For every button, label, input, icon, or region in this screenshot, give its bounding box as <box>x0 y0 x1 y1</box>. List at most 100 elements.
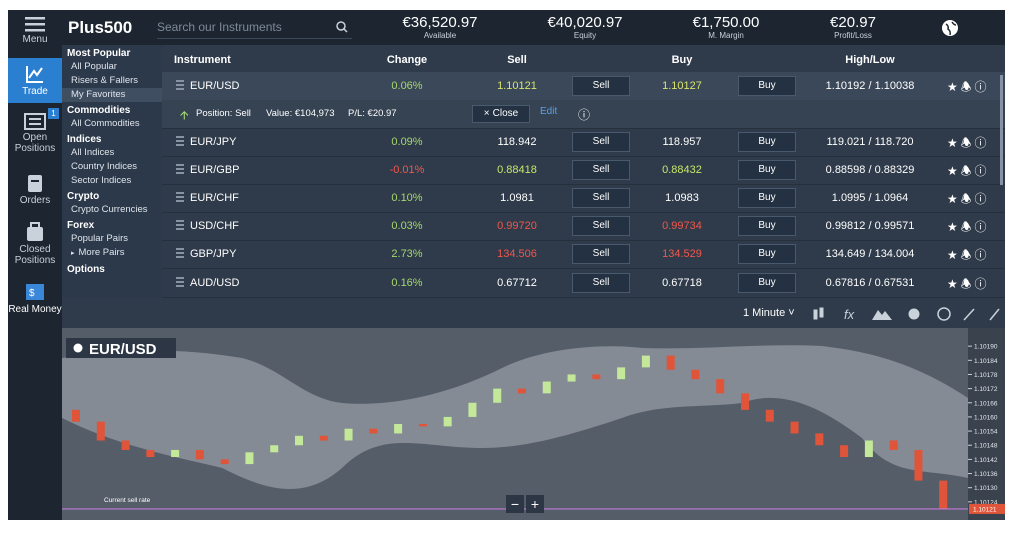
drag-handle <box>176 136 184 147</box>
open-positions-button[interactable]: Open Positions 1 <box>8 108 62 154</box>
instrument-row[interactable]: AUD/USD 0.16% 0.67712 Sell 0.67718 Buy 0.67816… <box>162 269 1005 298</box>
sell-button[interactable]: Sell <box>572 188 630 208</box>
menu-item[interactable]: My Favorites <box>62 88 162 102</box>
indicator-tool[interactable]: fx <box>844 307 855 322</box>
buy-button[interactable]: Buy <box>738 216 796 236</box>
row-actions[interactable]: ★🕭ⓘ <box>947 80 990 94</box>
menu-item[interactable]: All Commodities <box>62 117 162 131</box>
instrument-name: GBP/JPY <box>190 248 237 260</box>
menu-icon <box>25 17 45 32</box>
crosshair-tool[interactable] <box>937 307 951 321</box>
menu-item[interactable]: All Indices <box>62 146 162 160</box>
instrument-row[interactable]: EUR/GBP -0.01% 0.88418 Sell 0.88432 Buy 0.8859… <box>162 156 1005 185</box>
buy-price: 118.957 <box>662 136 702 148</box>
high-low: 0.88598 / 0.88329 <box>825 164 915 176</box>
draw-tool[interactable] <box>963 308 975 321</box>
y-tick-label: 1.10160 <box>974 414 998 421</box>
real-money-button[interactable]: $ Real Money <box>8 282 66 315</box>
sell-button[interactable]: Sell <box>572 132 630 152</box>
instrument-row[interactable]: EUR/CHF 0.10% 1.0981 Sell 1.0983 Buy 1.0995 / … <box>162 184 1005 213</box>
area-tool[interactable] <box>872 310 892 320</box>
y-tick-label: 1.10178 <box>974 372 998 379</box>
menu-item[interactable]: Crypto Currencies <box>62 203 162 217</box>
zoom-out-button[interactable] <box>506 495 524 513</box>
menu-item[interactable]: ▸ More Pairs <box>62 246 162 261</box>
instrument-name: EUR/GBP <box>190 164 240 176</box>
candle <box>790 421 799 434</box>
menu-item-label: Sector Indices <box>71 175 132 186</box>
sell-button[interactable]: Sell <box>572 273 630 293</box>
position-pl: P/L: €20.97 <box>348 108 397 119</box>
candle <box>765 409 774 422</box>
menu-button[interactable]: Menu <box>8 16 62 45</box>
candle <box>319 435 328 441</box>
row-actions[interactable]: ★🕭ⓘ <box>947 277 990 291</box>
buy-button[interactable]: Buy <box>738 273 796 293</box>
drag-handle <box>176 277 184 288</box>
buy-button[interactable]: Buy <box>738 132 796 152</box>
candle <box>245 452 254 465</box>
instrument-row[interactable]: GBP/JPY 2.73% 134.506 Sell 134.529 Buy 134.649… <box>162 240 1005 269</box>
row-actions[interactable]: ★🕭ⓘ <box>947 220 990 234</box>
buy-button[interactable]: Buy <box>738 244 796 264</box>
candle <box>617 367 626 380</box>
settings-tool[interactable] <box>908 308 920 320</box>
change: 0.06% <box>391 80 423 92</box>
chart-tools: fx <box>813 307 1000 322</box>
buy-price: 0.88432 <box>662 164 702 176</box>
trade-button[interactable]: Trade <box>8 58 62 103</box>
search-box[interactable]: Search our Instruments <box>157 16 352 39</box>
drag-handle <box>176 80 184 91</box>
row-actions[interactable]: ★🕭ⓘ <box>947 136 990 150</box>
closed-positions-button[interactable]: Closed Positions <box>8 222 62 266</box>
edit-link[interactable]: Edit <box>540 106 558 117</box>
stat-label: Equity <box>573 31 597 40</box>
candle <box>146 449 155 458</box>
title-background <box>66 338 176 358</box>
menu-section-title[interactable]: Crypto <box>67 191 100 202</box>
menu-section-title[interactable]: Forex <box>67 220 95 231</box>
buy-button[interactable]: Buy <box>738 188 796 208</box>
row-actions[interactable]: ★🕭ⓘ <box>947 248 990 262</box>
menu-item[interactable]: Sector Indices <box>62 174 162 188</box>
real-money-icon: $ <box>26 284 44 300</box>
globe-icon[interactable] <box>941 19 959 37</box>
sell-button[interactable]: Sell <box>572 244 630 264</box>
menu-section-title[interactable]: Commodities <box>67 105 131 116</box>
buy-button[interactable]: Buy <box>738 76 796 96</box>
menu-section-title[interactable]: Indices <box>67 134 102 145</box>
instrument-row[interactable]: EUR/USD 0.06% 1.10121 Sell 1.10127 Buy 1.10192… <box>162 72 1005 101</box>
sell-price: 0.88418 <box>497 164 537 176</box>
instrument-row[interactable]: EUR/JPY 0.09% 118.942 Sell 118.957 Buy 119.021… <box>162 128 1005 157</box>
band <box>62 345 968 489</box>
menu-section-title[interactable]: Options <box>67 264 105 275</box>
instrument-row[interactable]: USD/CHF 0.03% 0.99720 Sell 0.99734 Buy 0.99812… <box>162 212 1005 241</box>
menu-item[interactable]: All Popular <box>62 60 162 74</box>
row-actions[interactable]: ★🕭ⓘ <box>947 192 990 206</box>
zoom-in-button[interactable] <box>526 495 544 513</box>
zoom-in-label: + <box>531 496 539 512</box>
buy-button[interactable]: Buy <box>738 160 796 180</box>
menu-section-title[interactable]: Most Popular <box>67 48 131 59</box>
change: 2.73% <box>391 248 423 260</box>
candle <box>171 449 180 458</box>
menu-item[interactable]: Risers & Fallers <box>62 74 162 88</box>
fullscreen-tool[interactable] <box>989 308 1000 321</box>
logo: Plus500 <box>68 18 133 37</box>
candle-tool[interactable] <box>813 309 818 320</box>
orders-button[interactable]: Orders <box>8 173 62 206</box>
category-menu: Most Popular All Popular Risers & Fallers M… <box>62 45 162 298</box>
change: 0.03% <box>391 220 423 232</box>
drag-handle <box>176 220 184 231</box>
row-actions[interactable]: ★🕭ⓘ <box>947 164 990 178</box>
menu-item[interactable]: Popular Pairs <box>62 232 162 246</box>
sell-button[interactable]: Sell <box>572 160 630 180</box>
close-button[interactable]: × Close <box>472 105 530 123</box>
sell-button[interactable]: Sell <box>572 76 630 96</box>
menu-item-label: All Indices <box>71 147 115 158</box>
menu-item[interactable]: Country Indices <box>62 160 162 174</box>
menu-item-label: All Popular <box>71 61 117 72</box>
timeframe-select[interactable]: 1 Minute ˅ <box>743 307 795 319</box>
sell-button[interactable]: Sell <box>572 216 630 236</box>
search-icon <box>336 21 348 33</box>
